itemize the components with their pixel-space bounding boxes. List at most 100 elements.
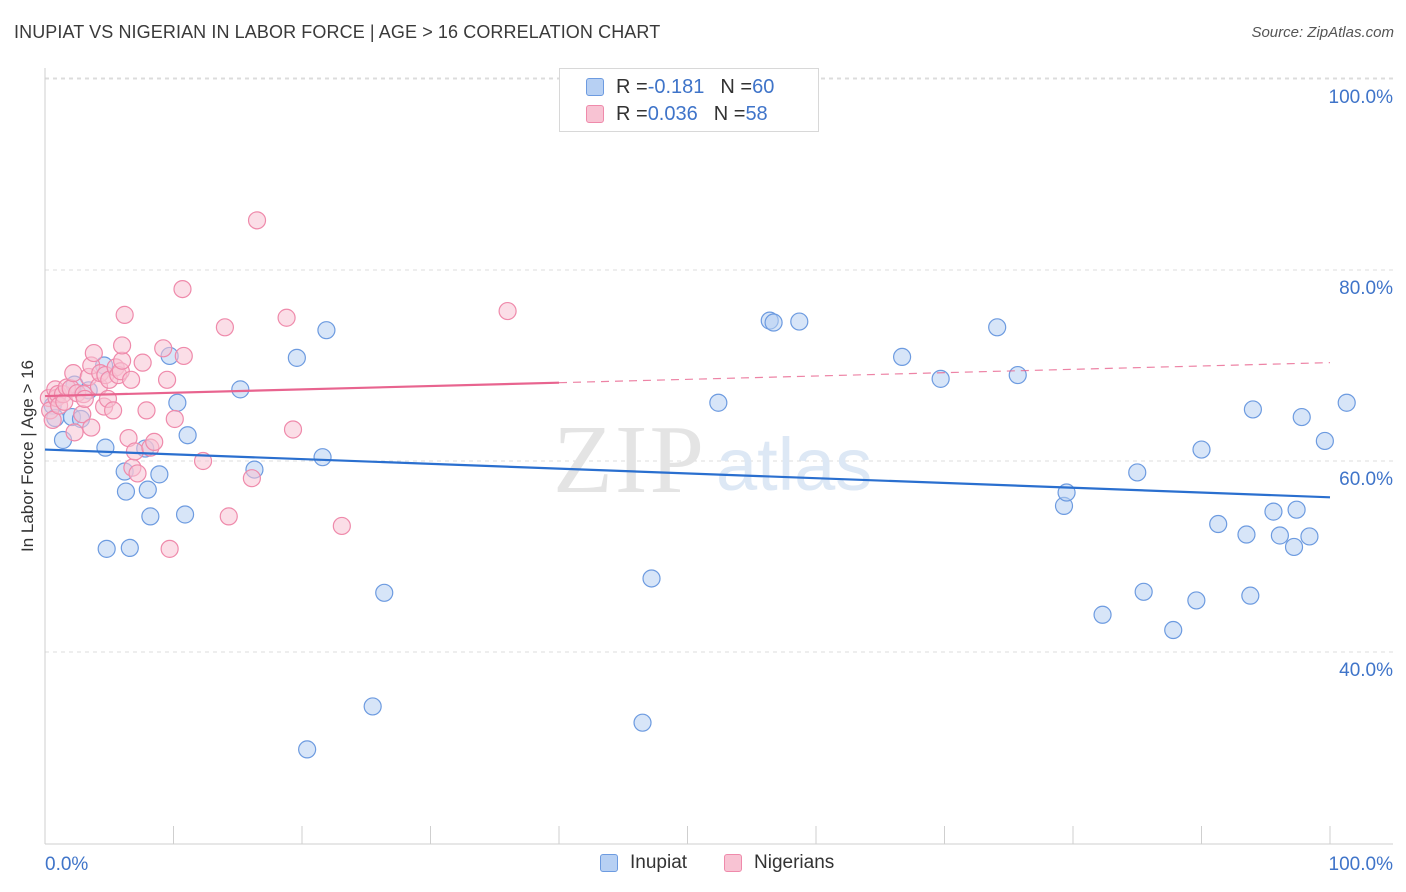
inupiat-point [1008,365,1027,385]
nigerian-point [64,364,83,383]
inupiat-point [1134,582,1153,601]
chart-title: INUPIAT VS NIGERIAN IN LABOR FORCE | AGE… [14,22,661,42]
inupiat-swatch [600,854,618,872]
inupiat-point [1164,620,1183,640]
inupiat-point [1209,514,1228,534]
nigerian-point [277,308,296,327]
inupiat-point [175,505,195,524]
axes [44,68,1393,845]
nigerian-swatch [724,854,742,872]
nigerian-point [174,346,193,366]
nigerian-point [112,336,132,355]
inupiat-point [1315,431,1334,451]
legend-item-nigerians[interactable]: Nigerians [724,852,834,874]
nigerian-point [128,464,147,483]
inupiat-point [231,380,250,399]
nigerian-point [498,301,517,321]
inupiat-trend-line [44,448,1331,499]
legend-n-label: N = [720,75,753,98]
inupiat-point [988,318,1007,337]
nigerian-point [165,409,184,429]
nigerian-point [154,339,173,358]
inupiat-point [1292,407,1311,427]
inupiat-point [120,538,139,558]
nigerian-trend-extension [558,362,1331,384]
inupiat-point [1300,527,1319,546]
inupiat-point [790,312,809,331]
inupiat-point [1243,400,1263,419]
nigerian-point [75,389,94,409]
inupiat-point [1241,586,1260,605]
legend-r-label: R = [616,102,648,125]
legend-row-nigerians: R = 0.036 N = 58 [586,102,768,126]
x-tick-label: 0.0% [45,854,88,875]
inupiat-point [1337,393,1356,412]
inupiat-point [138,480,157,499]
nigerian-point [104,401,123,420]
legend-n-value: 58 [745,102,768,125]
legend-n-label: N = [713,102,746,125]
y-tick-label: 60.0% [1339,469,1393,490]
inupiat-point [363,697,382,716]
inupiat-point [1192,440,1211,459]
tick-labels: 40.0% 60.0% 80.0% 100.0% 0.0% 100.0% [45,87,1393,875]
source-label: Source: ZipAtlas.com [1251,24,1394,41]
inupiat-point [178,426,197,445]
nigerian-point [112,351,132,370]
inupiat-swatch [586,78,604,96]
y-tick-label: 100.0% [1329,87,1394,108]
inupiat-point [375,583,394,602]
legend-n-value: 60 [752,75,775,98]
nigerian-point [215,318,234,337]
inupiat-point [287,348,306,367]
legend-r-value: 0.036 [647,102,698,125]
nigerian-point [82,418,101,437]
nigerian-point [219,507,238,526]
nigerian-point [137,401,156,420]
y-tick-label: 80.0% [1339,278,1393,299]
nigerian-point [157,370,177,389]
inupiat-point [931,369,950,388]
inupiat-point [1093,605,1112,624]
y-axis-label: In Labor Force | Age > 16 [18,359,37,553]
inupiat-point [150,465,169,484]
inupiat-point [97,539,116,558]
inupiat-point [168,393,187,412]
legend-item-inupiat[interactable]: Inupiat [600,852,687,874]
stats-legend: R = -0.181 N = 60 R = 0.036 N = 58 [559,68,819,132]
nigerian-point [65,423,84,442]
legend-label: Inupiat [630,852,688,873]
legend-r-value: -0.181 [647,75,705,98]
data-points [39,211,1356,759]
inupiat-point [317,321,336,340]
inupiat-point [1237,525,1256,544]
inupiat-point [313,448,332,467]
inupiat-point [709,393,728,412]
y-tick-label: 40.0% [1339,660,1393,681]
nigerian-point [193,451,213,471]
inupiat-point [1264,502,1283,521]
watermark-zip: ZIP [553,406,706,514]
nigerian-point [247,211,267,230]
inupiat-point [96,438,115,457]
nigerian-point [173,280,192,299]
inupiat-point [1270,526,1289,545]
nigerian-point [242,469,261,488]
inupiat-point [633,713,652,732]
watermark: ZIP atlas [553,406,872,514]
legend-r-label: R = [616,75,648,98]
nigerian-swatch [586,105,604,123]
nigerian-point [145,432,164,451]
nigerian-point [160,539,179,558]
inupiat-point [892,347,912,367]
inupiat-point [1287,500,1306,519]
x-tick-label: 100.0% [1329,854,1394,875]
trend-lines [44,362,1331,499]
nigerian-point [121,370,141,389]
inupiat-point [298,740,317,759]
watermark-atlas: atlas [716,423,872,506]
inupiat-point [1128,463,1147,482]
inupiat-point [1187,591,1206,610]
inupiat-point [1284,537,1304,557]
